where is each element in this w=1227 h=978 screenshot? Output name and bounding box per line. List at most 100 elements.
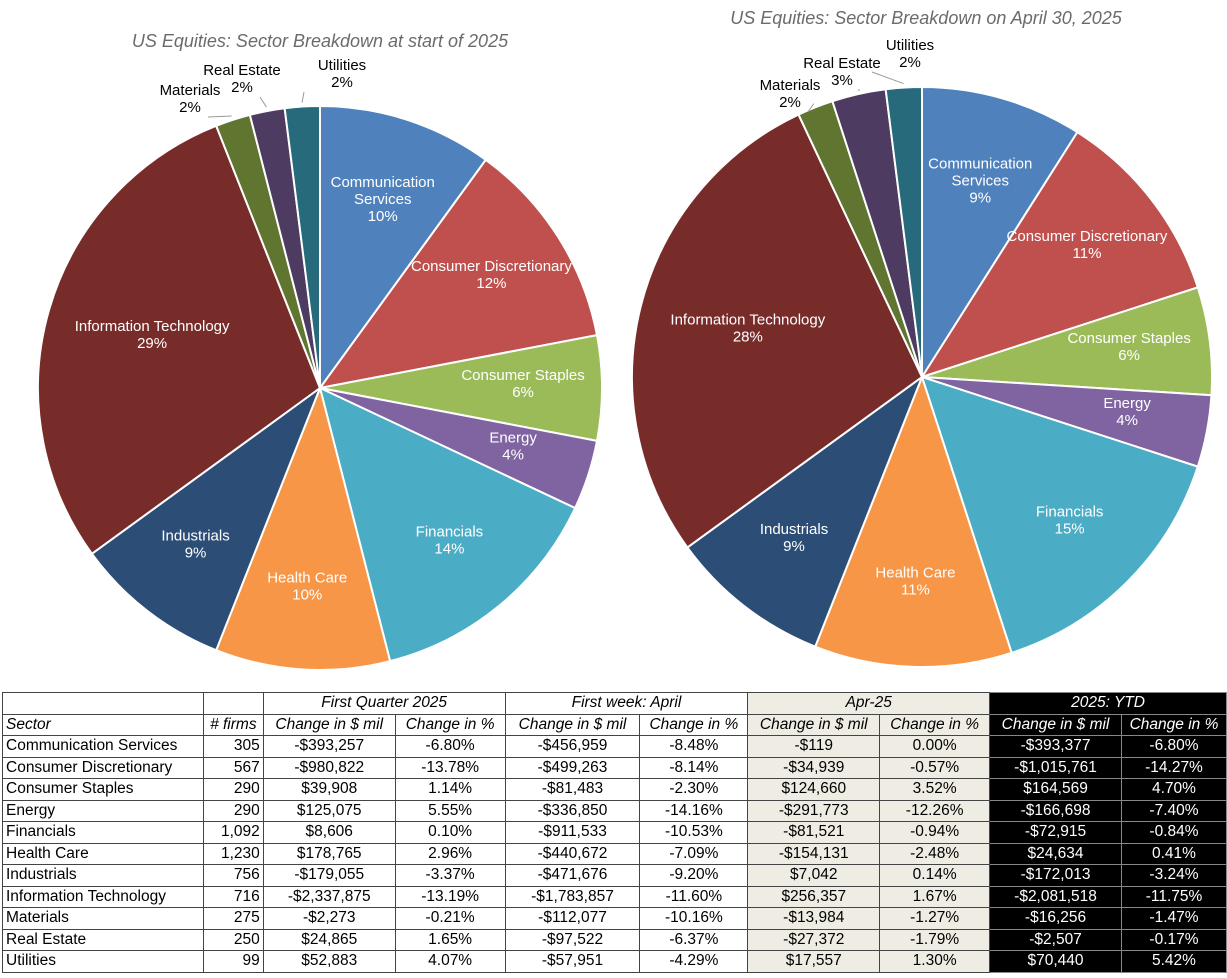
table-cell: -$16,256	[989, 907, 1122, 930]
column-header: Sector	[2, 713, 204, 736]
slice-label: Consumer Staples 6%	[461, 367, 584, 401]
pie-slice-consumer-discretionary	[919, 130, 1200, 379]
table-cell: 5.42%	[1120, 950, 1227, 973]
table-cell: 3.52%	[879, 778, 991, 801]
pie-slice-communication-services	[319, 104, 488, 392]
table-cell: -8.48%	[639, 735, 749, 758]
table-cell: -13.19%	[394, 885, 506, 908]
table-cell: -$980,822	[262, 756, 396, 779]
table-cell: $164,569	[989, 778, 1122, 801]
table-cell: -$97,522	[504, 928, 641, 951]
table-cell: -1.47%	[1120, 907, 1227, 930]
table-row: Utilities 99 $52,883 4.07% -$57,951 -4.29% $17…	[2, 950, 1227, 973]
table-cell: Consumer Discretionary	[2, 756, 204, 779]
pie-slice-information-technology	[37, 124, 322, 556]
table-cell: 1.14%	[394, 778, 506, 801]
column-header: Change in $ mil	[262, 713, 396, 736]
table-cell: Materials	[2, 907, 204, 930]
table-cell: -$112,077	[504, 907, 641, 930]
table-cell: -0.17%	[1120, 928, 1227, 951]
table-cell: -4.29%	[639, 950, 749, 973]
table-cell: -$81,521	[747, 821, 881, 844]
table-cell: $8,606	[262, 821, 396, 844]
table-cell: -$166,698	[989, 799, 1122, 822]
table-cell: 1.30%	[879, 950, 991, 973]
table-cell: -$172,013	[989, 864, 1122, 887]
group-header: First Quarter 2025	[262, 692, 506, 715]
table-cell: -7.09%	[639, 842, 749, 865]
slice-label: Financials 14%	[416, 523, 484, 557]
table-cell: -$440,672	[504, 842, 641, 865]
sector-change-table: First Quarter 2025 First week: April Apr-2…	[2, 692, 1227, 973]
table-cell: 0.41%	[1120, 842, 1227, 865]
table-cell: -$393,257	[262, 735, 396, 758]
table-row: Communication Services 305 -$393,257 -6.80%…	[2, 735, 1227, 758]
pie-slice-financials	[920, 375, 1200, 655]
group-header-row: First Quarter 2025 First week: April Apr-2…	[2, 692, 1227, 715]
column-header: Change in %	[639, 713, 749, 736]
group-header: 2025: YTD	[989, 692, 1227, 715]
table-cell: -$154,131	[747, 842, 881, 865]
slice-label: Materials 2%	[760, 77, 821, 111]
table-cell: -13.78%	[394, 756, 506, 779]
leader-line	[301, 91, 305, 103]
table-row: Consumer Discretionary 567 -$980,822 -13.78…	[2, 756, 1227, 779]
table-cell: -14.16%	[639, 799, 749, 822]
table-cell: $178,765	[262, 842, 396, 865]
table-cell: -$2,337,875	[262, 885, 396, 908]
slice-label: Health Care 10%	[267, 570, 347, 604]
table-cell: -$291,773	[747, 799, 881, 822]
table-cell: -2.30%	[639, 778, 749, 801]
table-cell: $39,908	[262, 778, 396, 801]
table-cell: -$1,783,857	[504, 885, 641, 908]
leader-line	[807, 103, 815, 113]
pie-slice-information-technology	[631, 113, 924, 549]
table-cell: 290	[202, 799, 264, 822]
table-row: Information Technology 716 -$2,337,875 -13.…	[2, 885, 1227, 908]
table-cell: -$911,533	[504, 821, 641, 844]
table-cell: 1,230	[202, 842, 264, 865]
table-cell: -$2,507	[989, 928, 1122, 951]
column-header: Change in $ mil	[504, 713, 641, 736]
table-cell: 250	[202, 928, 264, 951]
table-cell: -14.27%	[1120, 756, 1227, 779]
slice-label: Utilities 2%	[886, 37, 934, 71]
table-cell: -$2,273	[262, 907, 396, 930]
leader-line	[871, 71, 904, 85]
table-cell: $7,042	[747, 864, 881, 887]
table-cell: Health Care	[2, 842, 204, 865]
table-cell: -12.26%	[879, 799, 991, 822]
table-cell: -$456,959	[504, 735, 641, 758]
table-cell: -$13,984	[747, 907, 881, 930]
column-header: Change in %	[879, 713, 991, 736]
pie-slice-utilities	[283, 104, 321, 389]
slice-label: Energy 4%	[489, 430, 537, 464]
table-cell: 305	[202, 735, 264, 758]
pie1-title: US Equities: Sector Breakdown at start o…	[132, 31, 509, 51]
slice-label: Energy 4%	[1103, 395, 1151, 429]
table-cell: -6.80%	[394, 735, 506, 758]
table-cell: -9.20%	[639, 864, 749, 887]
table-cell: Communication Services	[2, 735, 204, 758]
slice-label: Utilities 2%	[318, 57, 366, 91]
table-cell: -$119	[747, 735, 881, 758]
table-cell: 1,092	[202, 821, 264, 844]
table-cell: 567	[202, 756, 264, 779]
table-cell: 756	[202, 864, 264, 887]
table-cell: -$336,850	[504, 799, 641, 822]
slice-label: Financials 15%	[1036, 504, 1104, 538]
table-cell: -$27,372	[747, 928, 881, 951]
table-cell: -1.79%	[879, 928, 991, 951]
slice-label: Information Technology 28%	[670, 311, 825, 345]
group-header: Apr-25	[747, 692, 991, 715]
table-row: Industrials 756 -$179,055 -3.37% -$471,676 -9…	[2, 864, 1227, 887]
column-header: Change in %	[394, 713, 506, 736]
table-cell: -8.14%	[639, 756, 749, 779]
table-cell: 275	[202, 907, 264, 930]
slice-label: Consumer Discretionary 11%	[1007, 228, 1168, 262]
table-cell: Industrials	[2, 864, 204, 887]
table-cell: -3.24%	[1120, 864, 1227, 887]
table-cell: -$34,939	[747, 756, 881, 779]
table-row: Financials 1,092 $8,606 0.10% -$911,533 -10.5…	[2, 821, 1227, 844]
table-cell: 0.10%	[394, 821, 506, 844]
